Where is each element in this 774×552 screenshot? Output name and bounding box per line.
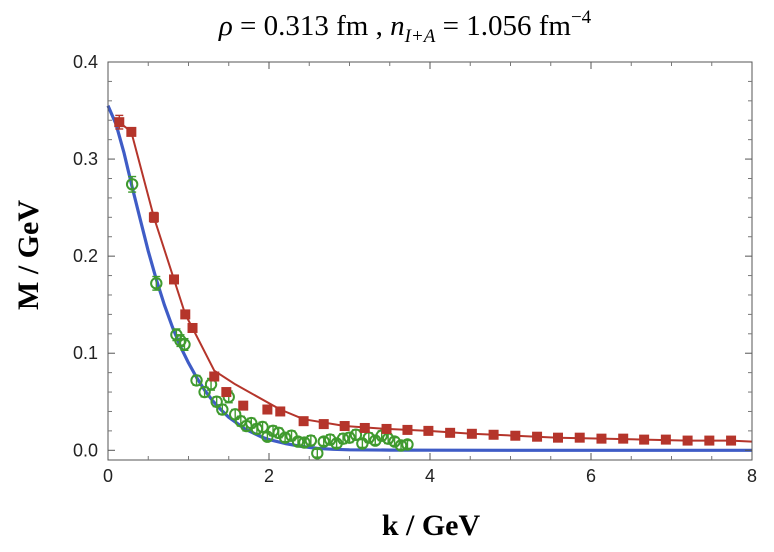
green-data-point (401, 438, 414, 451)
x-tick-label: 0 (103, 466, 113, 486)
green-data-point (311, 447, 324, 460)
red-data-point (488, 429, 499, 440)
title-rho-value: = 0.313 fm , (233, 10, 390, 42)
green-data-point (298, 436, 311, 449)
green-data-point (349, 428, 363, 441)
green-data-point (178, 338, 191, 351)
red-data-point (381, 423, 392, 434)
red-data-point (126, 126, 137, 137)
title-n-exponent: −4 (571, 7, 592, 28)
red-data-point (574, 432, 585, 443)
red-data-point (726, 435, 737, 446)
x-tick-label: 8 (747, 466, 757, 486)
title-rho-symbol: ρ (218, 10, 233, 42)
blue-curve-line (106, 105, 752, 452)
plot-frame (107, 61, 753, 461)
y-tick-label: 0.0 (73, 440, 98, 460)
green-data-point (256, 420, 269, 434)
x-axis-label: k / GeV (382, 509, 481, 542)
green-data-point (291, 435, 305, 448)
red-data-point (618, 433, 629, 444)
title-n-subscript: I+A (404, 26, 436, 47)
y-tick-label: 0.1 (73, 343, 98, 363)
red-data-point (275, 406, 286, 417)
green-data-point (278, 431, 292, 444)
x-tick-label: 6 (586, 466, 596, 486)
green-data-point (304, 434, 318, 447)
green-data-point (394, 439, 408, 452)
green-data-point (216, 403, 229, 416)
x-tick-label: 4 (425, 466, 435, 486)
y-axis-label: M / GeV (12, 200, 45, 310)
red-data-point (596, 433, 607, 444)
title-n-symbol: n (390, 10, 405, 42)
red-data-point (660, 434, 671, 445)
red-data-point (180, 309, 191, 320)
red-data-point (402, 424, 413, 435)
red-data-point (510, 430, 521, 441)
red-data-point (552, 432, 563, 443)
red-data-point (682, 435, 693, 446)
x-tick-label: 2 (264, 466, 274, 486)
red-data-point (359, 422, 370, 433)
red-data-point (532, 431, 543, 442)
red-data-point (639, 434, 650, 445)
red-data-point (339, 421, 350, 432)
green-data-point (343, 431, 356, 444)
red-data-point (298, 416, 309, 427)
green-data-point (190, 374, 203, 387)
title-n-value: = 1.056 fm (435, 10, 571, 42)
axis-ticks: 0 2 4 6 8 0.0 0.1 0.2 0.3 0.4 (73, 52, 757, 486)
red-series-line (118, 121, 753, 443)
y-tick-label: 0.3 (73, 149, 98, 169)
green-data-point (198, 385, 211, 399)
red-data-point (445, 427, 456, 438)
red-data-point (466, 428, 477, 439)
y-tick-label: 0.2 (73, 246, 98, 266)
green-data-point (336, 432, 350, 445)
red-data-point (704, 435, 715, 446)
red-data-point (238, 400, 249, 411)
plot-area (106, 105, 753, 460)
red-data-point (169, 274, 180, 285)
red-data-point (114, 117, 125, 128)
red-data-point (221, 387, 232, 398)
red-data-point (423, 425, 434, 436)
y-tick-label: 0.4 (73, 52, 98, 72)
red-data-point (148, 212, 159, 223)
red-data-point (209, 371, 220, 382)
green-data-point (125, 178, 139, 191)
red-data-point (318, 419, 329, 430)
red-data-point (262, 404, 273, 415)
green-data-point (317, 435, 330, 448)
red-data-point (187, 322, 198, 333)
green-data-point (150, 277, 163, 290)
chart-title: ρ = 0.313 fm , nI+A = 1.056 fm−4 (218, 7, 592, 47)
